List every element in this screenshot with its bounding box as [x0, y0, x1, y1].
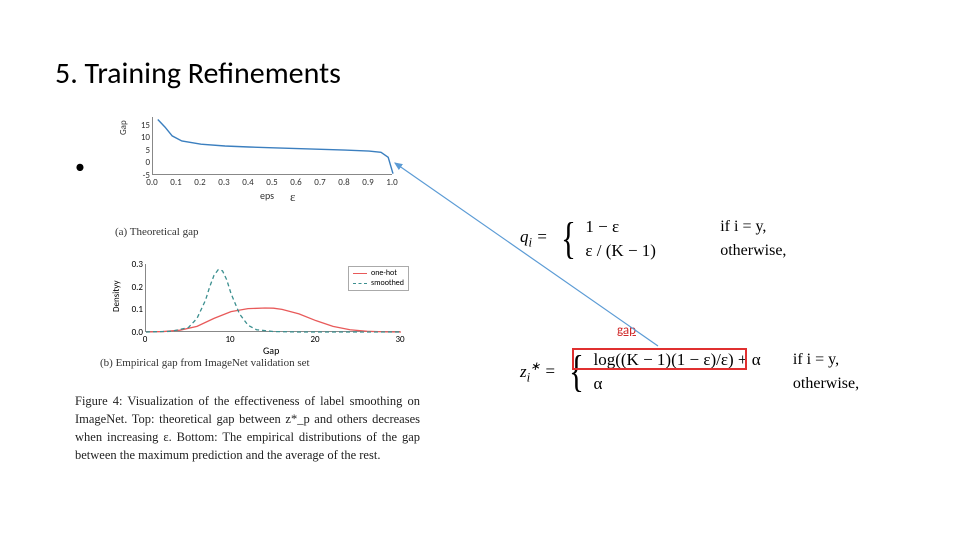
chart-b-ytick: 0.3: [125, 259, 143, 270]
chart-a-plot: [152, 117, 392, 175]
chart-a-xtick: 0.5: [266, 177, 277, 188]
chart-theoretical-gap: Gap eps ε -50510150.00.10.20.30.40.50.60…: [120, 115, 400, 210]
chart-empirical-gap: Densityy Gap one-hotsmoothed 0.00.10.20.…: [115, 260, 415, 360]
chart-a-xtick: 0.2: [194, 177, 205, 188]
chart-b-xtick: 0: [143, 334, 148, 345]
chart-b-legend: one-hotsmoothed: [348, 266, 409, 291]
chart-a-xtick: 0.6: [290, 177, 301, 188]
chart-a-xtick: 0.0: [146, 177, 157, 188]
legend-item: smoothed: [353, 279, 404, 289]
chart-b-ylabel: Densityy: [111, 280, 122, 312]
chart-a-xtick: 0.3: [218, 177, 229, 188]
gap-label: gap: [617, 323, 636, 338]
chart-b-xtick: 30: [395, 334, 404, 345]
chart-a-svg: [153, 117, 393, 175]
chart-a-ytick: 15: [134, 120, 150, 131]
chart-a-xtick: 1.0: [386, 177, 397, 188]
chart-b-ytick: 0.2: [125, 282, 143, 293]
bullet-dot: •: [75, 155, 85, 179]
chart-a-xlabel: eps: [260, 189, 274, 202]
eq-bot-cond1: if i = y,: [793, 348, 859, 372]
eq-bot-cond2: otherwise,: [793, 372, 859, 396]
chart-a-xtick: 0.1: [170, 177, 181, 188]
eps-annotation: ε: [290, 189, 295, 205]
eq-top-cond2: otherwise,: [720, 239, 786, 263]
chart-b-ytick: 0.1: [125, 304, 143, 315]
chart-a-ytick: 10: [134, 132, 150, 143]
chart-a-xtick: 0.4: [242, 177, 253, 188]
chart-a-ytick: 5: [134, 145, 150, 156]
chart-a-xtick: 0.7: [314, 177, 325, 188]
page-title: 5. Training Refinements: [55, 55, 341, 92]
chart-a-xtick: 0.9: [362, 177, 373, 188]
eq-bot-case2: α: [594, 372, 761, 396]
equation-qi: qi = { 1 − ε ε / (K − 1) if i = y, other…: [520, 215, 786, 263]
chart-b-xlabel: Gap: [263, 344, 279, 357]
chart-a-ytick: 0: [134, 157, 150, 168]
eq-top-case1: 1 − ε: [585, 215, 656, 239]
chart-a-xtick: 0.8: [338, 177, 349, 188]
chart-b-xtick: 20: [310, 334, 319, 345]
chart-a-caption: (a) Theoretical gap: [115, 226, 198, 238]
chart-b-xtick: 10: [225, 334, 234, 345]
gap-highlight-box: [572, 348, 747, 370]
chart-b-ytick: 0.0: [125, 327, 143, 338]
figure-4-caption: Figure 4: Visualization of the effective…: [75, 392, 420, 465]
chart-a-ylabel: Gap: [118, 120, 129, 135]
chart-b-caption: (b) Empirical gap from ImageNet validati…: [100, 357, 310, 369]
eq-top-cond1: if i = y,: [720, 215, 786, 239]
eq-top-case2: ε / (K − 1): [585, 239, 656, 263]
